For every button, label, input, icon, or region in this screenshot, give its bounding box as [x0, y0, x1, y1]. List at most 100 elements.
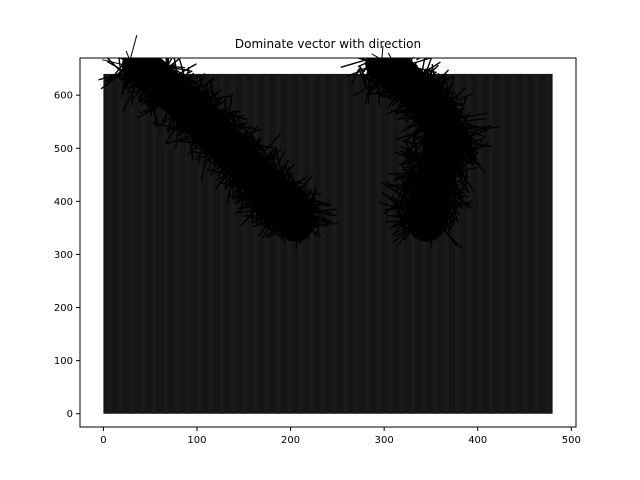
image-stripe-7	[185, 73, 191, 414]
vector-cluster-tips-0	[102, 35, 339, 238]
vector-arrow	[289, 186, 292, 224]
vector-arrow	[397, 172, 419, 178]
vector-arrow	[299, 221, 322, 237]
vector-arrow	[378, 94, 394, 100]
vector-arrow	[141, 65, 174, 84]
image-stripe-1	[118, 73, 124, 414]
vector-arrow	[385, 56, 415, 67]
vector-arrow	[102, 59, 129, 67]
vector-arrow	[315, 216, 320, 237]
x-tick-label: 500	[562, 435, 581, 446]
vector-arrow	[121, 60, 138, 72]
image-stripe-0	[107, 73, 112, 414]
y-tick-label: 300	[54, 250, 73, 261]
x-tick-label: 200	[281, 435, 300, 446]
vector-arrow	[115, 70, 139, 79]
vector-arrow	[462, 112, 488, 118]
vector-arrow	[340, 59, 367, 68]
vector-arrow	[402, 152, 416, 170]
vector-arrow	[262, 133, 281, 155]
vector-arrow	[380, 181, 403, 197]
vector-arrow	[274, 216, 283, 228]
vector-arrow	[389, 58, 391, 59]
image-stripe-23	[365, 73, 371, 414]
image-stripe-38	[533, 73, 539, 414]
vector-arrow	[459, 95, 468, 117]
image-stripe-19	[320, 73, 326, 414]
image-fill	[103, 73, 553, 414]
image-stripe-15	[275, 73, 281, 414]
vector-arrow	[249, 131, 259, 145]
vector-arrow	[396, 219, 415, 248]
vector-arrow	[256, 141, 268, 157]
vector-arrow	[174, 122, 181, 149]
vector-arrow	[392, 228, 412, 244]
vector-arrow	[457, 179, 464, 185]
vector-arrow	[118, 57, 135, 64]
vector-arrow	[223, 98, 227, 122]
image-stripe-35	[500, 73, 505, 414]
x-axis: 0 100 200 300 400 500	[100, 427, 581, 446]
chart-title: Dominate vector with direction	[235, 37, 421, 51]
vector-arrow	[242, 126, 251, 140]
vector-arrow	[395, 130, 422, 141]
vector-arrow	[142, 68, 171, 83]
vector-arrow	[237, 206, 256, 210]
image-stripe-37	[522, 73, 528, 414]
image-stripe-12	[241, 73, 247, 414]
vector-arrow	[401, 181, 406, 201]
image-stripe-16	[286, 73, 292, 414]
vector-arrow	[234, 198, 258, 215]
y-tick-label: 400	[54, 197, 73, 208]
vector-arrow	[364, 92, 391, 95]
vector-arrow	[209, 81, 218, 103]
y-tick-label: 600	[54, 91, 73, 102]
image-stripe-25	[387, 73, 393, 414]
vector-arrow	[405, 139, 414, 162]
vector-arrow	[465, 151, 476, 156]
vector-arrow	[277, 213, 284, 228]
vector-arrow	[174, 68, 198, 84]
vector-arrow	[414, 143, 419, 170]
image-stripe-33	[477, 73, 483, 414]
vector-arrow	[224, 174, 238, 186]
vector-arrow	[409, 133, 431, 146]
vector-arrow	[422, 222, 444, 227]
vector-arrow	[206, 156, 214, 163]
x-tick-label: 400	[468, 435, 487, 446]
vector-arrow	[409, 58, 412, 59]
vector-arrow	[311, 187, 318, 208]
vector-arrow	[421, 58, 426, 72]
vector-arrow	[173, 58, 177, 69]
vector-arrow	[449, 191, 473, 209]
vector-cluster-core-0	[121, 58, 315, 242]
image-stripe-27	[410, 73, 416, 414]
vector-arrow	[251, 139, 266, 154]
image-stripe-8	[196, 73, 202, 414]
y-axis: 0 100 200 300 400 500 600	[54, 91, 80, 420]
image-stripe-5	[163, 73, 168, 414]
image-stripe-36	[511, 73, 517, 414]
x-tick-label: 0	[100, 435, 106, 446]
image-stripe-39	[545, 73, 550, 414]
image-stripe-21	[342, 73, 348, 414]
vector-arrow	[213, 159, 216, 166]
vector-arrow	[451, 202, 469, 209]
vector-arrow	[394, 60, 410, 66]
image-stripe-11	[230, 73, 236, 414]
image-stripe-18	[309, 73, 314, 414]
vector-arrow	[466, 156, 479, 164]
vector-arrow	[457, 109, 466, 121]
vector-arrow	[390, 223, 418, 236]
vector-arrow	[239, 209, 255, 214]
vector-arrow	[106, 62, 125, 85]
vector-arrow	[195, 81, 202, 93]
vector-arrow	[430, 225, 441, 237]
vector-arrow	[443, 229, 463, 249]
vector-arrow	[312, 208, 337, 213]
y-tick-label: 500	[54, 144, 73, 155]
vector-arrow	[449, 201, 461, 216]
vector-arrow	[359, 66, 367, 80]
image-stripe-13	[253, 73, 258, 414]
